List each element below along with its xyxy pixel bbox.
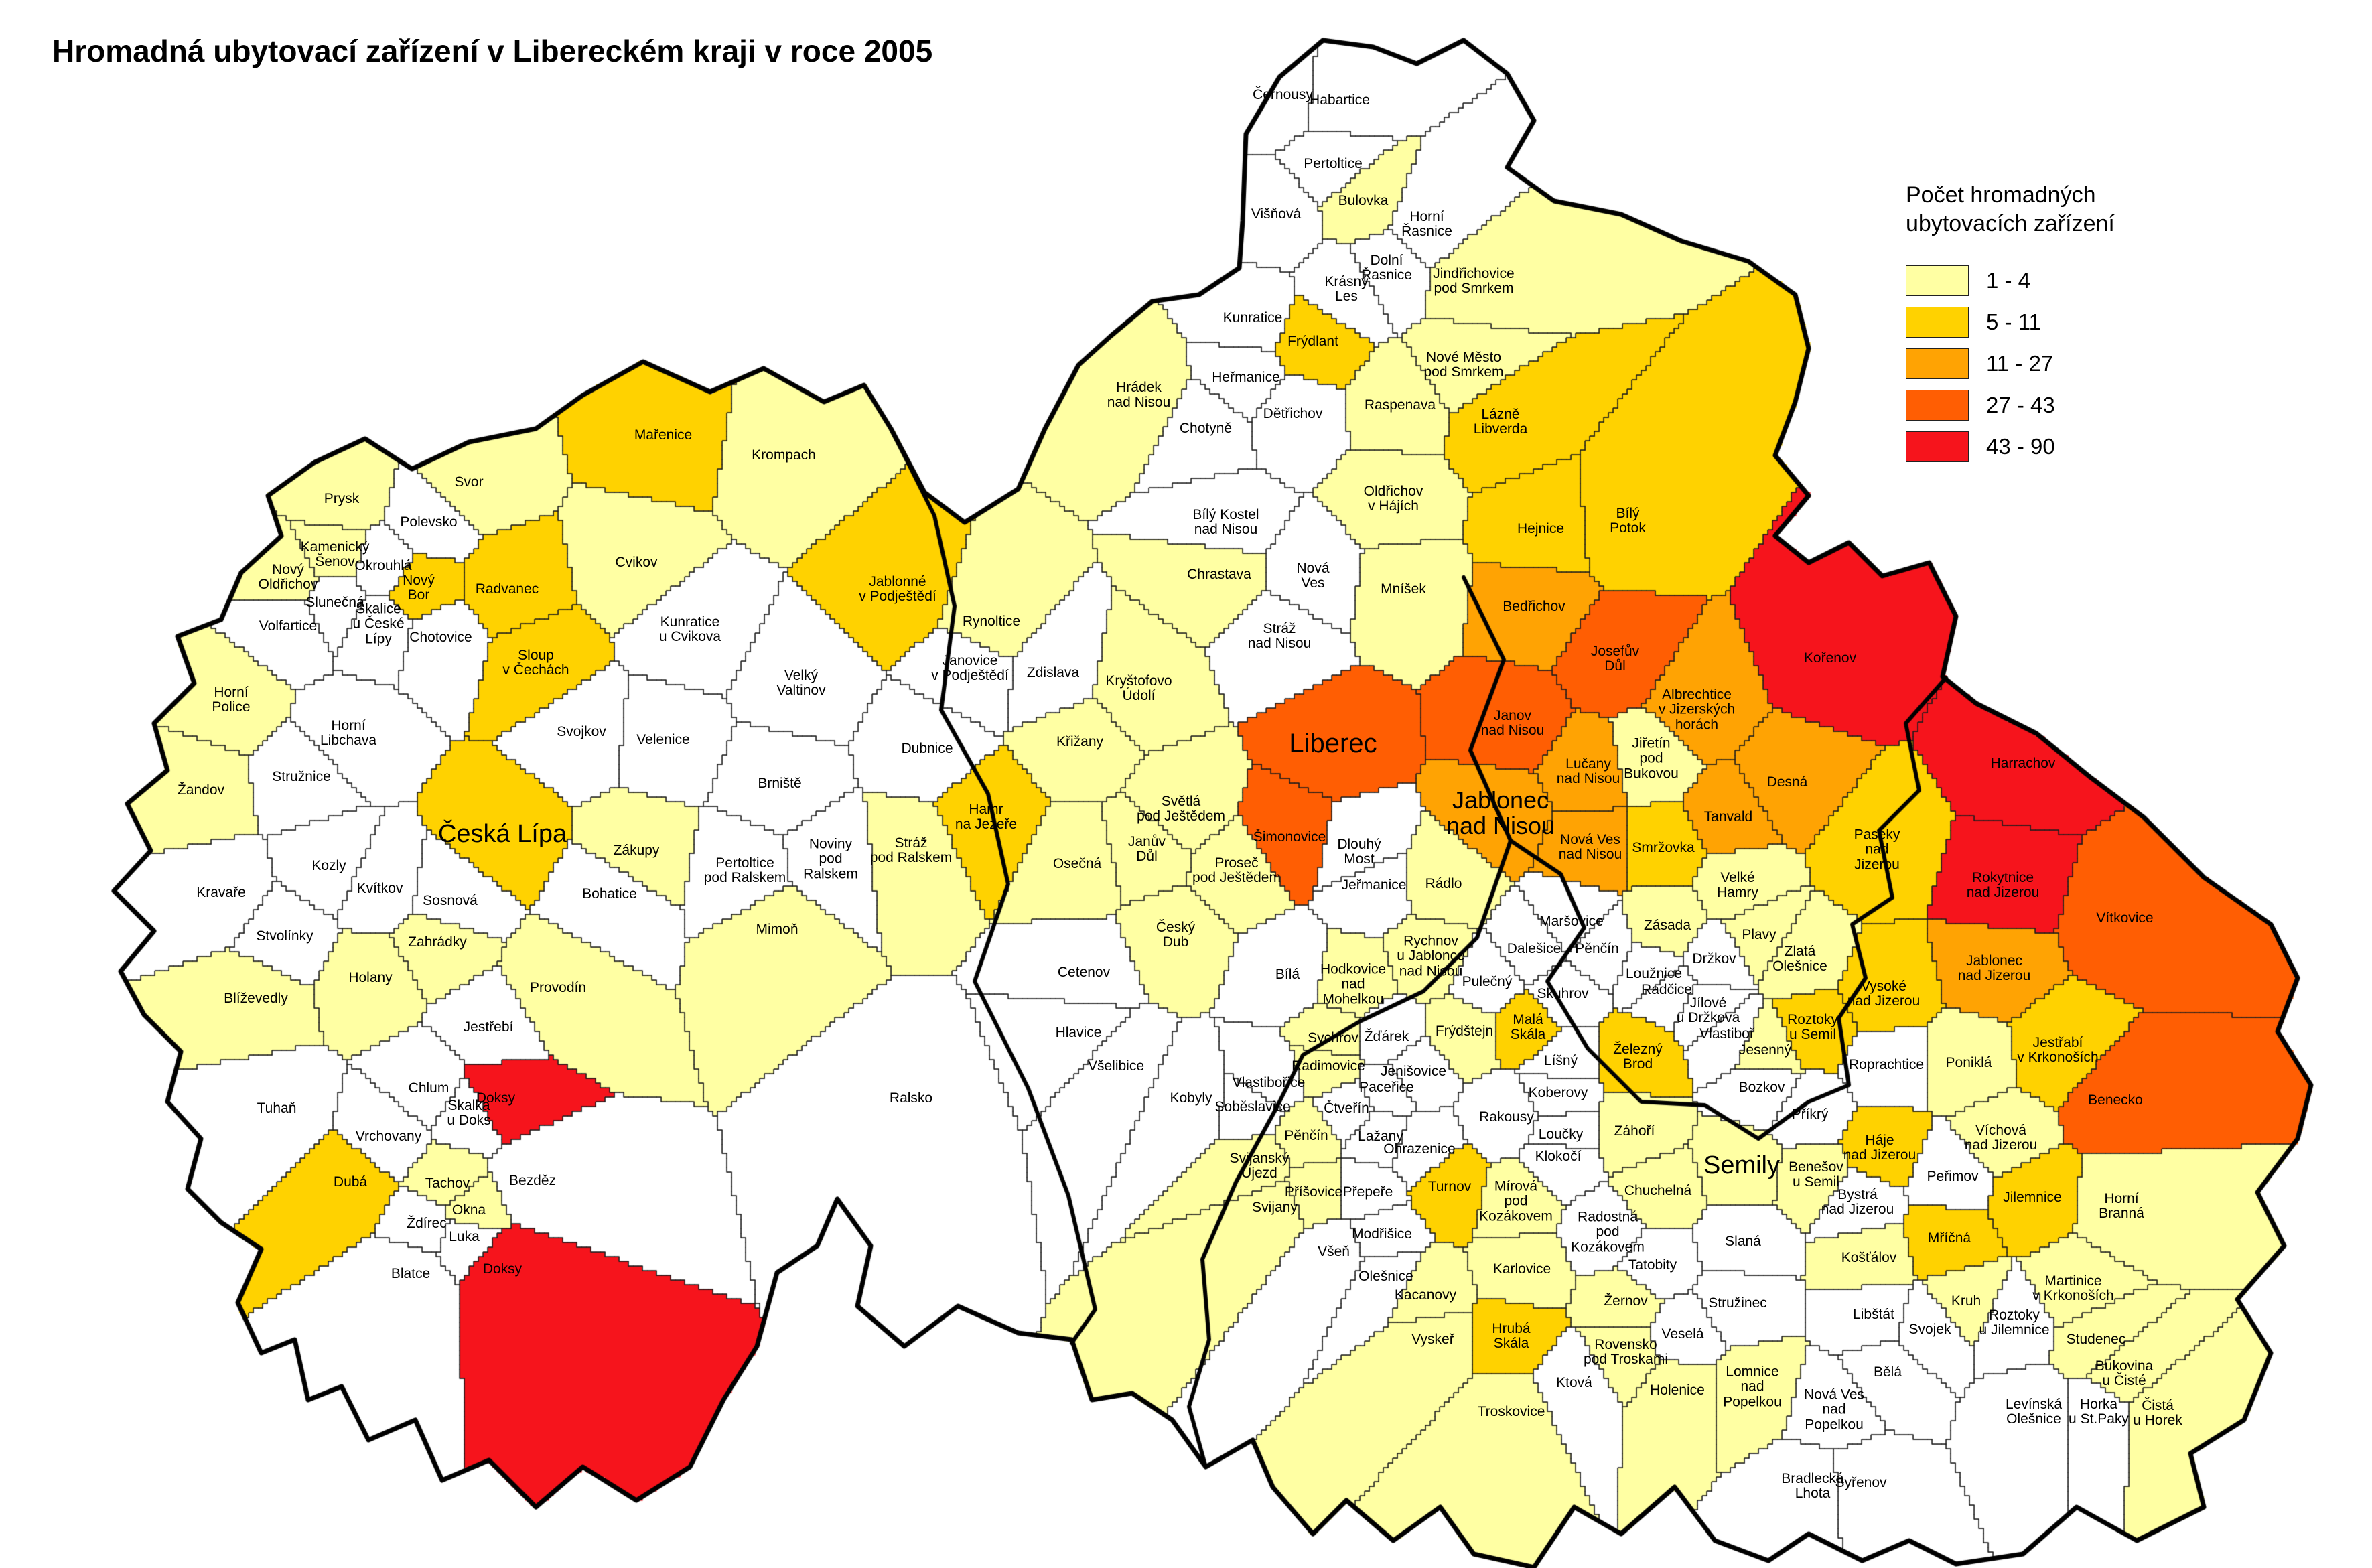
legend-class-label: 43 - 90: [1986, 434, 2055, 459]
legend-swatch: [1906, 431, 1969, 462]
legend-row: 11 - 27: [1906, 348, 2115, 380]
legend-row: 43 - 90: [1906, 431, 2115, 463]
legend-title-line2: ubytovacích zařízení: [1906, 210, 2115, 236]
legend-class-label: 5 - 11: [1986, 309, 2041, 334]
legend-class-label: 27 - 43: [1986, 393, 2055, 417]
legend-swatch: [1906, 307, 1969, 338]
legend-class-label: 1 - 4: [1986, 268, 2031, 293]
legend-swatch: [1906, 348, 1969, 379]
legend: Počet hromadných ubytovacích zařízení 1 …: [1906, 181, 2115, 472]
legend-title-line1: Počet hromadných: [1906, 182, 2096, 208]
legend-rows: 1 - 4 5 - 11 11 - 27 27 - 43 43 - 90: [1906, 265, 2115, 463]
legend-swatch: [1906, 265, 1969, 296]
legend-row: 27 - 43: [1906, 389, 2115, 421]
legend-class-label: 11 - 27: [1986, 351, 2054, 376]
legend-row: 1 - 4: [1906, 265, 2115, 297]
legend-swatch: [1906, 390, 1969, 421]
legend-title: Počet hromadných ubytovacích zařízení: [1906, 181, 2115, 238]
legend-row: 5 - 11: [1906, 306, 2115, 338]
